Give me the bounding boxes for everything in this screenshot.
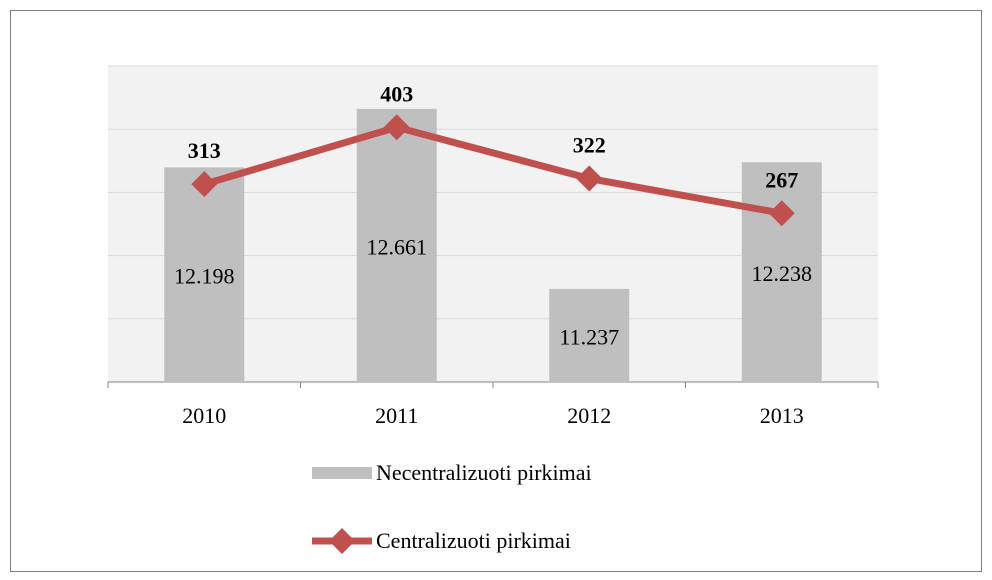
- line-marker: [768, 200, 795, 227]
- line-value-label: 322: [573, 133, 606, 158]
- line-marker: [191, 171, 218, 198]
- bar: [164, 167, 245, 382]
- legend-marker: [329, 528, 355, 554]
- bar-value-label: 12.238: [752, 261, 813, 286]
- legend-swatch: [312, 467, 372, 479]
- line-value-label: 403: [380, 81, 413, 106]
- x-tick-label: 2011: [375, 403, 418, 428]
- x-tick-label: 2010: [182, 403, 226, 428]
- bar: [549, 288, 630, 382]
- line-marker: [383, 114, 410, 141]
- bar: [741, 162, 822, 382]
- line-value-label: 267: [765, 167, 798, 192]
- legend-label: Necentralizuoti pirkimai: [376, 460, 592, 485]
- x-tick-label: 2012: [567, 403, 611, 428]
- line: [203, 123, 783, 217]
- bar-value-label: 12.198: [174, 264, 235, 289]
- line-marker: [576, 165, 603, 192]
- x-tick-label: 2013: [760, 403, 804, 428]
- bar: [356, 108, 437, 382]
- line-value-label: 313: [188, 138, 221, 163]
- bar-value-label: 12.661: [367, 234, 428, 259]
- legend-label: Centralizuoti pirkimai: [376, 528, 571, 553]
- bar-value-label: 11.237: [559, 324, 619, 349]
